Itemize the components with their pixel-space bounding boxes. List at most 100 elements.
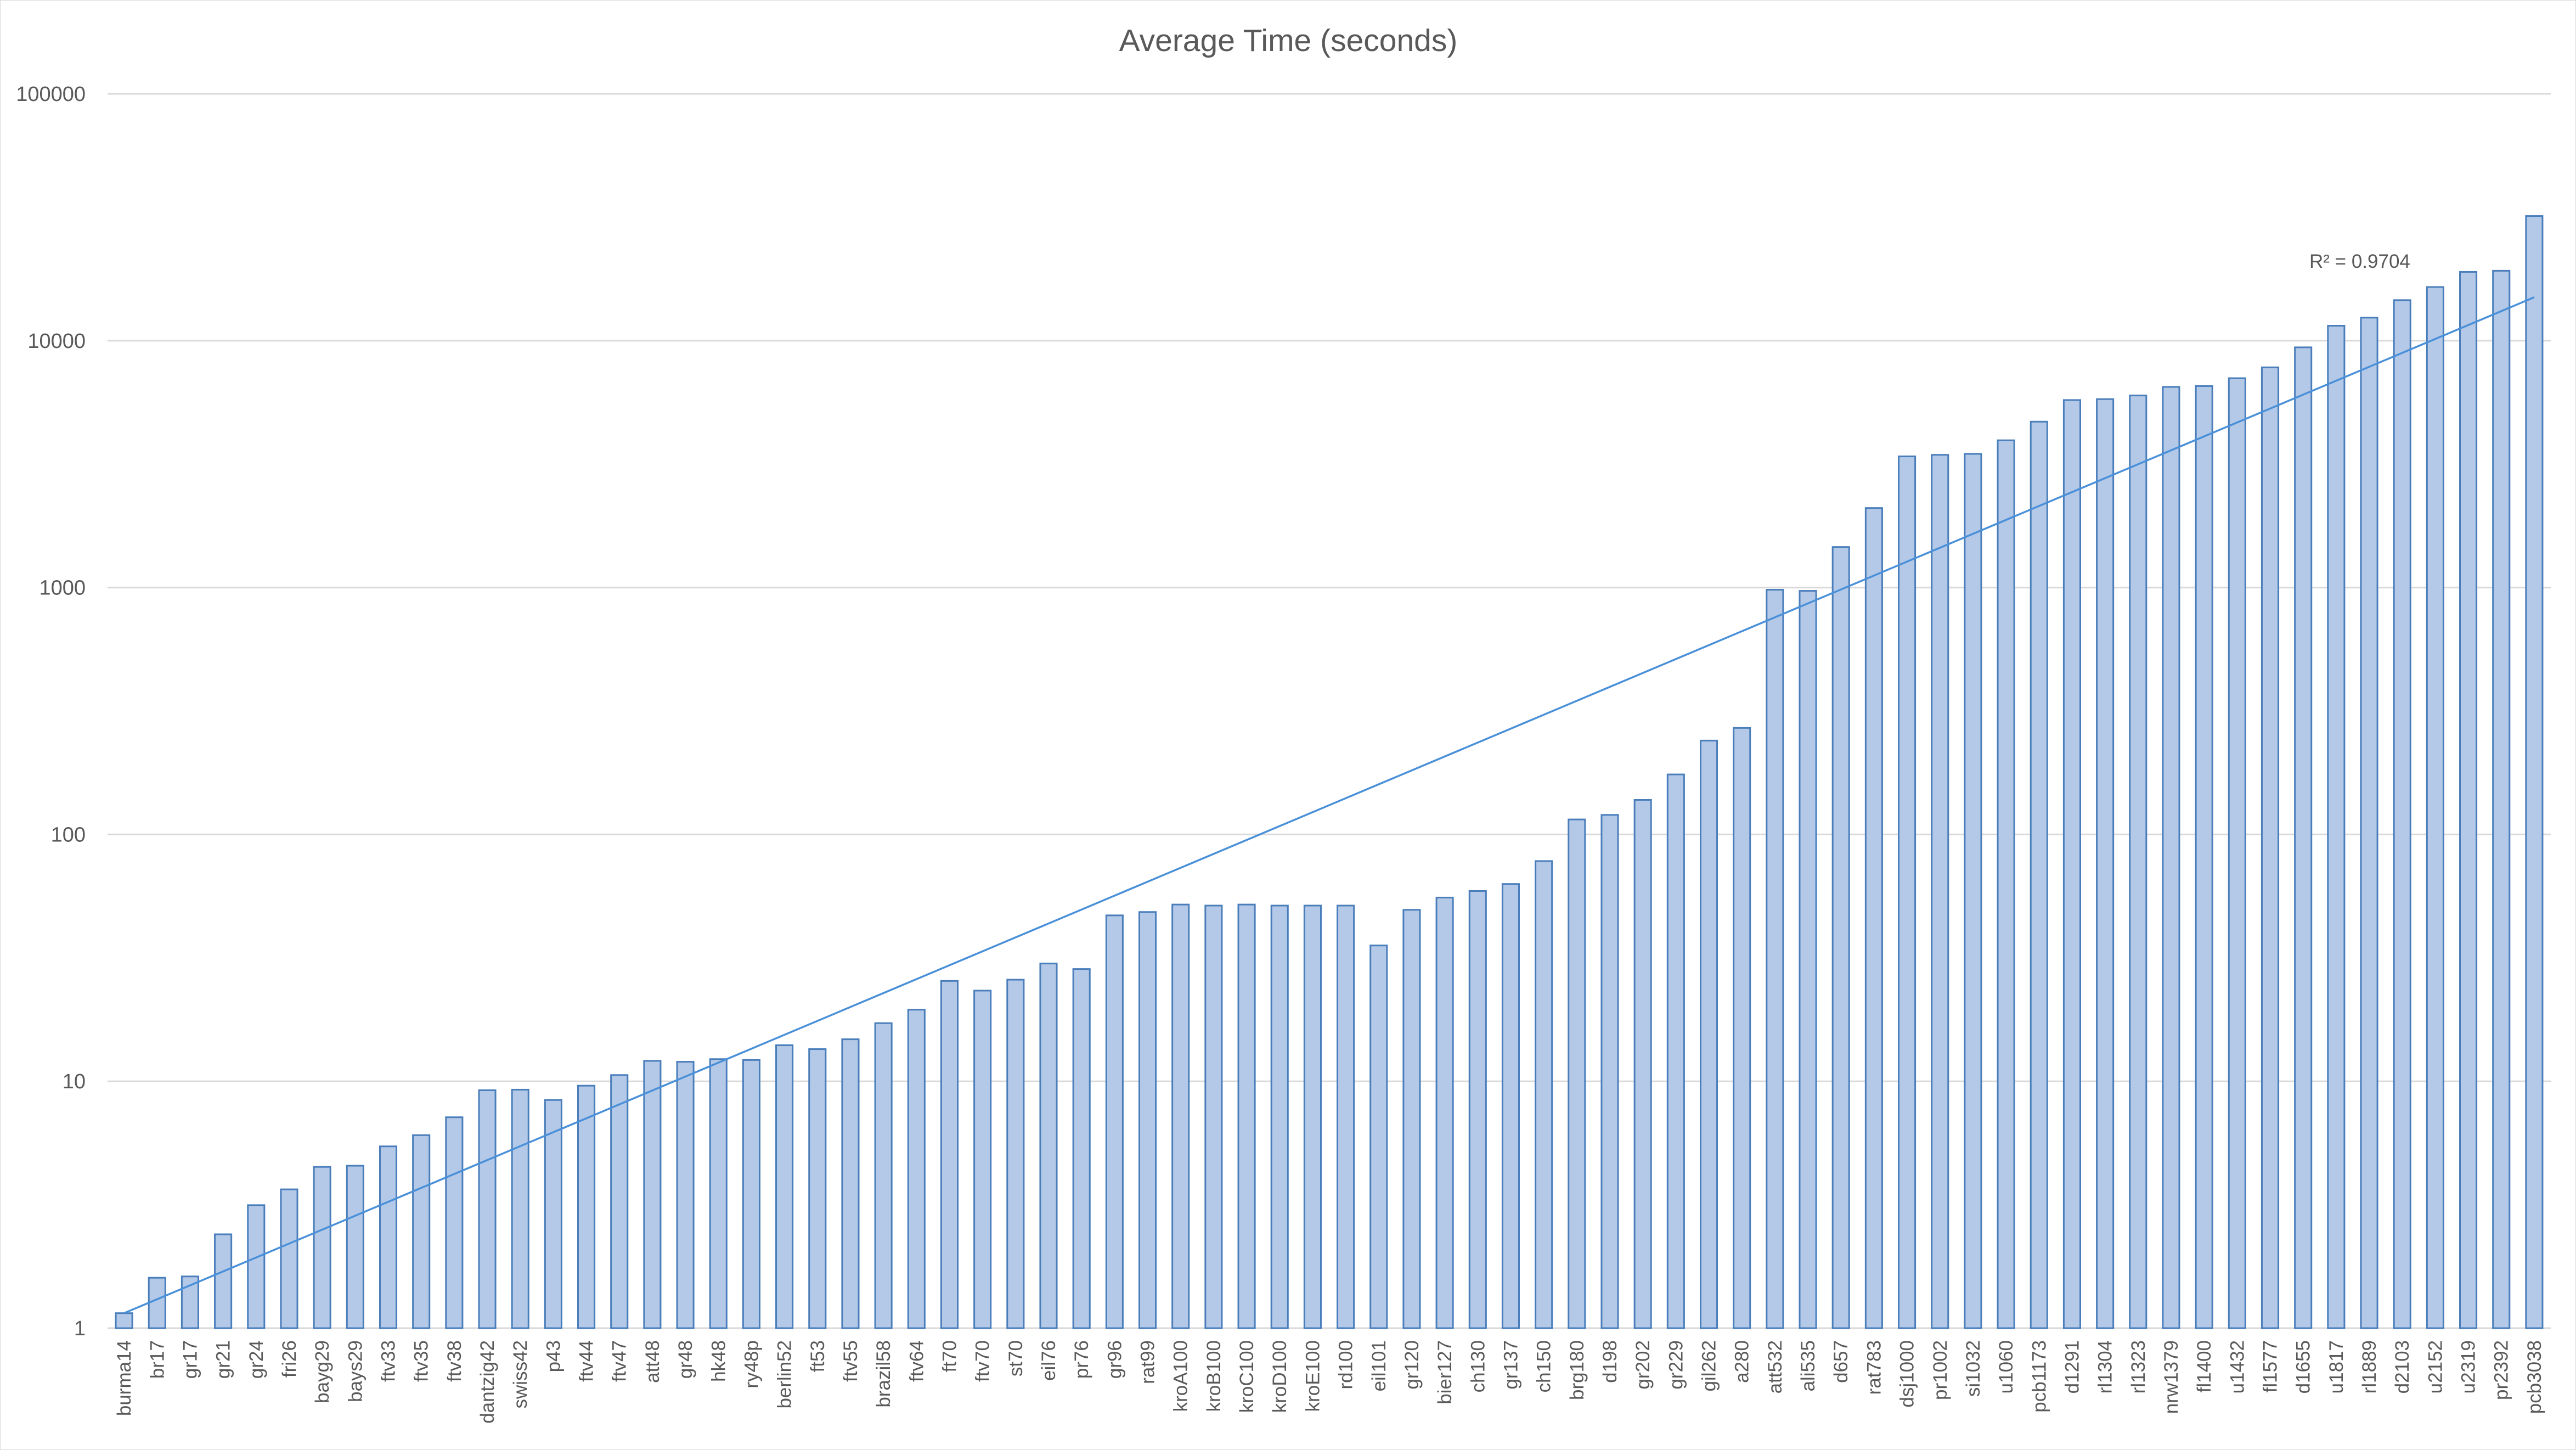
bar [1931,454,1949,1329]
x-category-label: ch130 [1467,1340,1489,1392]
x-category-label: pr1002 [1930,1340,1951,1400]
x-category-label: kroA100 [1170,1340,1192,1412]
y-tick-label: 100 [51,823,86,846]
bar [1733,727,1751,1329]
bar [1898,456,1917,1329]
x-category-label: u1060 [1996,1340,2017,1393]
x-category-label: gr229 [1665,1340,1687,1390]
x-category-label: pcb3038 [2524,1340,2545,1414]
x-category-label: pcb1173 [2028,1340,2050,1413]
x-category-label: ch150 [1534,1340,1555,1392]
bar [2162,386,2180,1329]
y-tick-label: 100000 [16,83,86,106]
bar [1270,904,1289,1329]
x-category-label: rl1304 [2095,1340,2116,1393]
x-category-label: swiss42 [510,1340,531,1408]
trendline [123,296,2535,1314]
x-category-label: att532 [1765,1340,1786,1393]
x-category-label: ft70 [939,1340,960,1372]
x-category-label: ftv55 [840,1340,861,1382]
bar [973,990,992,1329]
chart-title: Average Time (seconds) [1119,23,1458,58]
x-axis-category-labels: burma14 br17 gr17 gr21 gr24 fri26 bayg29 bays29… [114,1340,2545,1424]
bar [2195,385,2213,1329]
x-category-label: gil262 [1699,1340,1720,1391]
bar [841,1038,860,1329]
y-tick-label: 10000 [27,330,86,353]
x-category-label: u2319 [2458,1340,2479,1393]
x-category-label: berlin52 [774,1340,796,1409]
y-tick-label: 1000 [39,577,86,600]
x-category-label: si1032 [1963,1340,1984,1397]
x-category-label: gr137 [1500,1340,1521,1390]
bar [709,1058,728,1329]
x-category-label: rat783 [1863,1340,1885,1395]
x-category-label: gr21 [213,1340,234,1379]
bar [2459,271,2478,1329]
bar [1997,439,2015,1329]
bar [1766,589,1784,1329]
y-tick-label: 10 [63,1070,86,1093]
x-category-label: gr17 [179,1340,201,1379]
x-category-label: d198 [1599,1340,1621,1383]
bar [2360,317,2378,1329]
x-category-label: att48 [642,1340,663,1383]
x-category-label: burma14 [114,1340,135,1416]
bar [2492,269,2511,1329]
bar [1633,799,1652,1329]
x-category-label: ft53 [807,1340,828,1372]
bar [247,1204,266,1329]
x-category-label: ftv70 [972,1340,994,1382]
bar [1501,883,1520,1329]
bar [1831,546,1850,1329]
x-category-label: bayg29 [312,1340,333,1403]
x-category-label: ftv38 [444,1340,465,1382]
x-category-label: a280 [1732,1340,1753,1383]
x-category-label: gr120 [1401,1340,1423,1390]
x-category-label: kroD100 [1269,1340,1290,1413]
x-category-label: u2152 [2425,1340,2446,1393]
bar [1337,904,1355,1329]
bar [2393,299,2411,1329]
x-category-label: rl1889 [2359,1340,2380,1393]
bar [1303,904,1322,1329]
x-category-label: nrw1379 [2161,1340,2182,1414]
bar [1171,903,1190,1329]
x-category-label: kroC100 [1236,1340,1258,1413]
x-category-label: dsj1000 [1897,1340,1918,1408]
bar [2525,215,2544,1329]
bar [2096,398,2115,1329]
bar [2261,366,2280,1329]
bar [2129,395,2147,1329]
x-category-label: ftv64 [906,1340,927,1382]
x-category-label: kroE100 [1302,1340,1323,1412]
bar [544,1099,562,1329]
x-category-label: eil76 [1038,1340,1059,1381]
bar [412,1134,431,1329]
bar [742,1059,760,1329]
bar [643,1060,662,1329]
bar [2030,420,2048,1329]
bar [2327,324,2346,1329]
x-category-label: gr202 [1632,1340,1654,1390]
bar [1369,945,1388,1329]
bar [1402,909,1421,1329]
x-category-label: bier127 [1434,1340,1456,1404]
bar [280,1188,298,1329]
x-category-label: u1817 [2326,1340,2347,1393]
x-category-label: eil101 [1368,1340,1390,1391]
bar [1072,968,1091,1329]
bar [1699,739,1718,1329]
x-category-label: gr96 [1104,1340,1125,1379]
bar [379,1145,398,1329]
bar [577,1084,596,1329]
bar [511,1088,529,1329]
bar [1864,507,1883,1329]
bar [2062,399,2081,1329]
x-category-label: pr2392 [2491,1340,2512,1400]
x-category-label: fl1400 [2194,1340,2215,1392]
r-squared-label: R² = 0.9704 [2309,251,2410,272]
y-axis-tick-labels: 1 10 100 1000 10000 100000 [16,83,86,1340]
x-category-label: bays29 [345,1340,366,1402]
